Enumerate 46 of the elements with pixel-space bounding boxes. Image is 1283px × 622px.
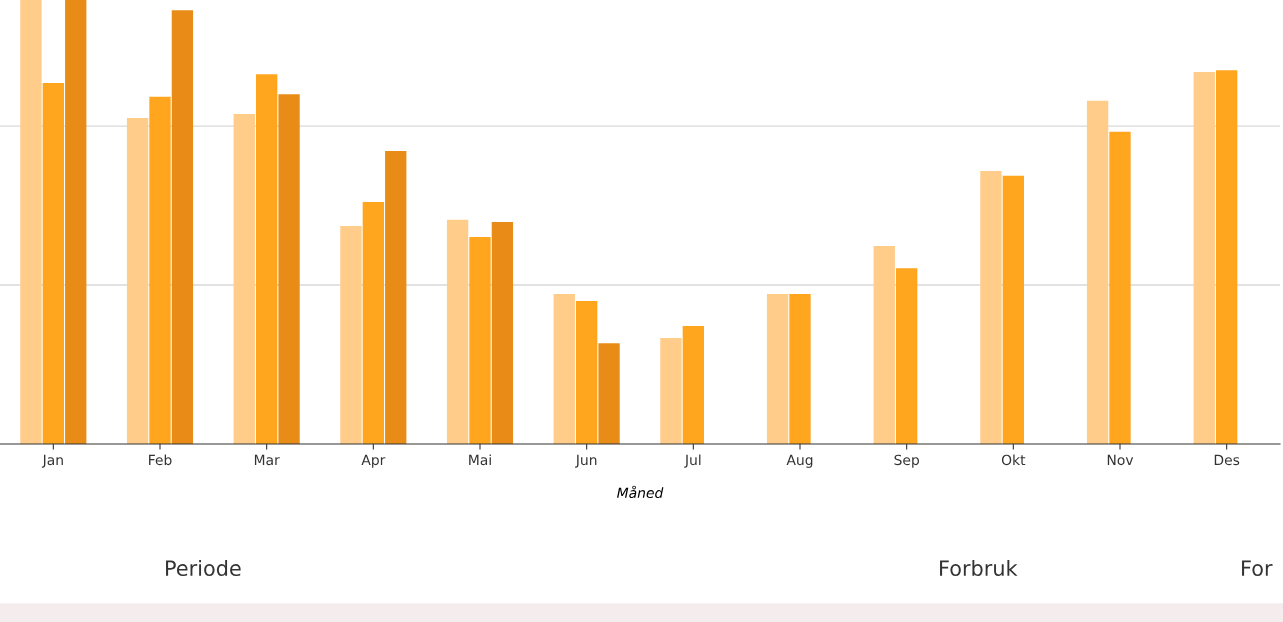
bar [446,219,469,444]
x-tick-label: Jul [684,454,701,468]
bar [149,96,171,444]
bar [1086,100,1109,444]
x-tick-label: Jan [41,454,63,468]
bar [766,293,789,444]
bar [278,94,300,444]
bar [1216,70,1238,444]
x-tick-label: Des [1214,454,1240,466]
text: Forbruk [940,559,1018,577]
bar [789,293,811,444]
bar [385,150,407,444]
bar [126,118,149,444]
bar [65,0,87,444]
bar [469,237,491,444]
x-tick-label: Aug [786,454,813,468]
bar [980,170,1002,444]
bar [171,10,194,444]
bar [256,74,278,444]
bar [42,83,64,444]
bar [660,337,682,444]
x-tick-label: Apr [361,454,386,468]
bar [598,343,620,444]
bar [340,226,362,444]
bar [682,325,704,444]
x-tick-label: Jun [575,454,597,468]
bar [20,0,42,444]
bar [362,202,384,444]
text: For [1242,560,1273,577]
bar [491,222,514,444]
x-tick-label: Mar [254,454,280,466]
bar [873,245,895,444]
x-tick-label: Feb [149,454,172,466]
text: Periode [166,559,241,577]
bar [896,268,918,444]
bar [1002,175,1024,444]
x-tick-label: Nov [1107,454,1134,466]
x-tick-label: Okt [1001,454,1026,466]
bar [576,301,598,444]
bar [1193,71,1215,444]
x-axis-title: Måned [617,485,664,499]
bar [1109,131,1131,444]
x-tick-label: Sep [894,454,919,468]
x-tick-label: Mai [469,454,491,466]
bar [553,293,575,444]
bar [233,114,255,444]
